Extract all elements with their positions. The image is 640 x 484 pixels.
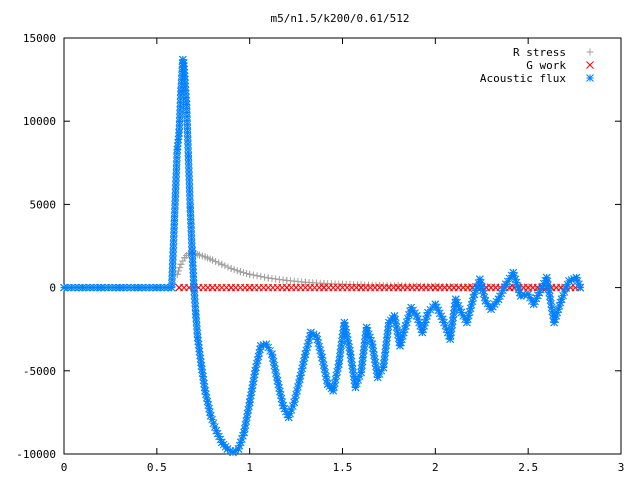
data-point-fill [227, 264, 235, 272]
data-point-fill [189, 269, 198, 277]
data-point-fill [171, 196, 180, 205]
legend-entry: R stress [513, 46, 594, 59]
x-tick-label: 0.5 [147, 461, 167, 474]
y-tick-label: 15000 [23, 32, 56, 45]
data-point-fill [181, 90, 190, 98]
legend-label: Acoustic flux [480, 72, 566, 85]
legend-marker [586, 48, 594, 56]
data-point-fill [257, 272, 265, 280]
data-point-fill [212, 258, 220, 266]
data-point-fill [221, 262, 229, 270]
data-point-fill [209, 256, 217, 264]
data-point-fill [193, 325, 201, 334]
data-point-fill [233, 267, 241, 275]
data-point-fill [182, 93, 190, 102]
data-point-fill [145, 283, 154, 292]
legend-label: G work [526, 59, 566, 72]
data-point-fill [189, 265, 197, 274]
data-point-fill [253, 272, 261, 280]
y-tick-label: -10000 [16, 448, 56, 461]
data-point-fill [531, 297, 539, 306]
y-tick-label: -5000 [23, 365, 56, 378]
data-point-fill [337, 341, 346, 350]
data-point-fill [245, 402, 253, 411]
data-point-fill [189, 276, 198, 285]
x-tick-label: 1 [246, 461, 253, 474]
data-point-fill [243, 269, 251, 277]
data-point-fill [335, 352, 344, 361]
x-tick: 0 [61, 38, 68, 474]
y-tick: 15000 [23, 32, 621, 45]
data-point-fill [93, 283, 102, 292]
data-point-fill [86, 283, 94, 292]
y-tick: 5000 [30, 198, 621, 211]
data-point-fill [246, 270, 254, 278]
data-point-fill [138, 283, 146, 292]
data-point-fill [218, 260, 226, 268]
data-point-fill [448, 317, 457, 325]
data-point-fill [179, 257, 187, 265]
data-point-fill [240, 428, 248, 437]
data-point-fill [215, 259, 223, 267]
data-point-fill [576, 283, 585, 292]
data-point-fill [230, 266, 238, 274]
data-point-fill [119, 283, 128, 292]
x-tick: 3 [618, 38, 625, 474]
y-tick-label: 5000 [30, 198, 57, 211]
data-point-fill [175, 121, 184, 130]
x-tick: 2.5 [518, 38, 538, 474]
x-tick: 2 [432, 38, 439, 474]
plot-frame [63, 37, 622, 455]
legend-marker [586, 74, 594, 82]
data-point-fill [78, 283, 87, 292]
x-tick-label: 1.5 [333, 461, 353, 474]
x-tick-label: 2.5 [518, 461, 538, 474]
data-point-fill [175, 128, 183, 137]
data-point-fill [249, 271, 257, 279]
data-point-fill [236, 268, 244, 276]
data-point-fill [82, 283, 91, 292]
data-point-fill [176, 264, 184, 272]
x-tick: 0.5 [147, 38, 167, 474]
data-point-fill [160, 283, 169, 292]
data-point-fill [175, 125, 184, 133]
data-point-fill [239, 269, 247, 277]
x-tick: 1 [246, 38, 253, 474]
data-marks [60, 55, 585, 457]
x-tick-label: 3 [618, 461, 625, 474]
chart-title: m5/n1.5/k200/0.61/512 [270, 12, 409, 25]
legend-entry: Acoustic flux [480, 72, 594, 85]
y-tick: 10000 [23, 115, 621, 128]
y-tick: -5000 [23, 365, 621, 378]
legend-label: R stress [513, 46, 566, 59]
y-tick: -10000 [16, 448, 621, 461]
data-point-fill [177, 260, 185, 268]
data-point-fill [231, 446, 240, 455]
data-point-fill [224, 263, 232, 271]
data-point-fill [544, 284, 553, 293]
series-acoustic-flux [60, 55, 585, 457]
x-tick-label: 2 [432, 461, 439, 474]
data-point-fill [175, 113, 184, 122]
data-point-fill [104, 283, 113, 292]
y-tick-label: 0 [49, 282, 56, 295]
legend-marker [586, 61, 594, 69]
series-g-work [175, 283, 585, 292]
data-point-fill [331, 375, 340, 384]
data-point-fill [176, 106, 184, 115]
data-point-fill [432, 303, 441, 312]
axes: 0 0.5 1 1.5 2 2.5 3 -10000 -5000 0 5000 10000 15000 [16, 32, 624, 474]
y-tick-label: 10000 [23, 115, 56, 128]
data-point-fill [188, 258, 197, 266]
x-tick-label: 0 [61, 461, 68, 474]
x-tick: 1.5 [333, 38, 353, 474]
data-point-fill [261, 273, 269, 281]
legend-entry: G work [526, 59, 594, 72]
data-point-fill [156, 283, 165, 292]
